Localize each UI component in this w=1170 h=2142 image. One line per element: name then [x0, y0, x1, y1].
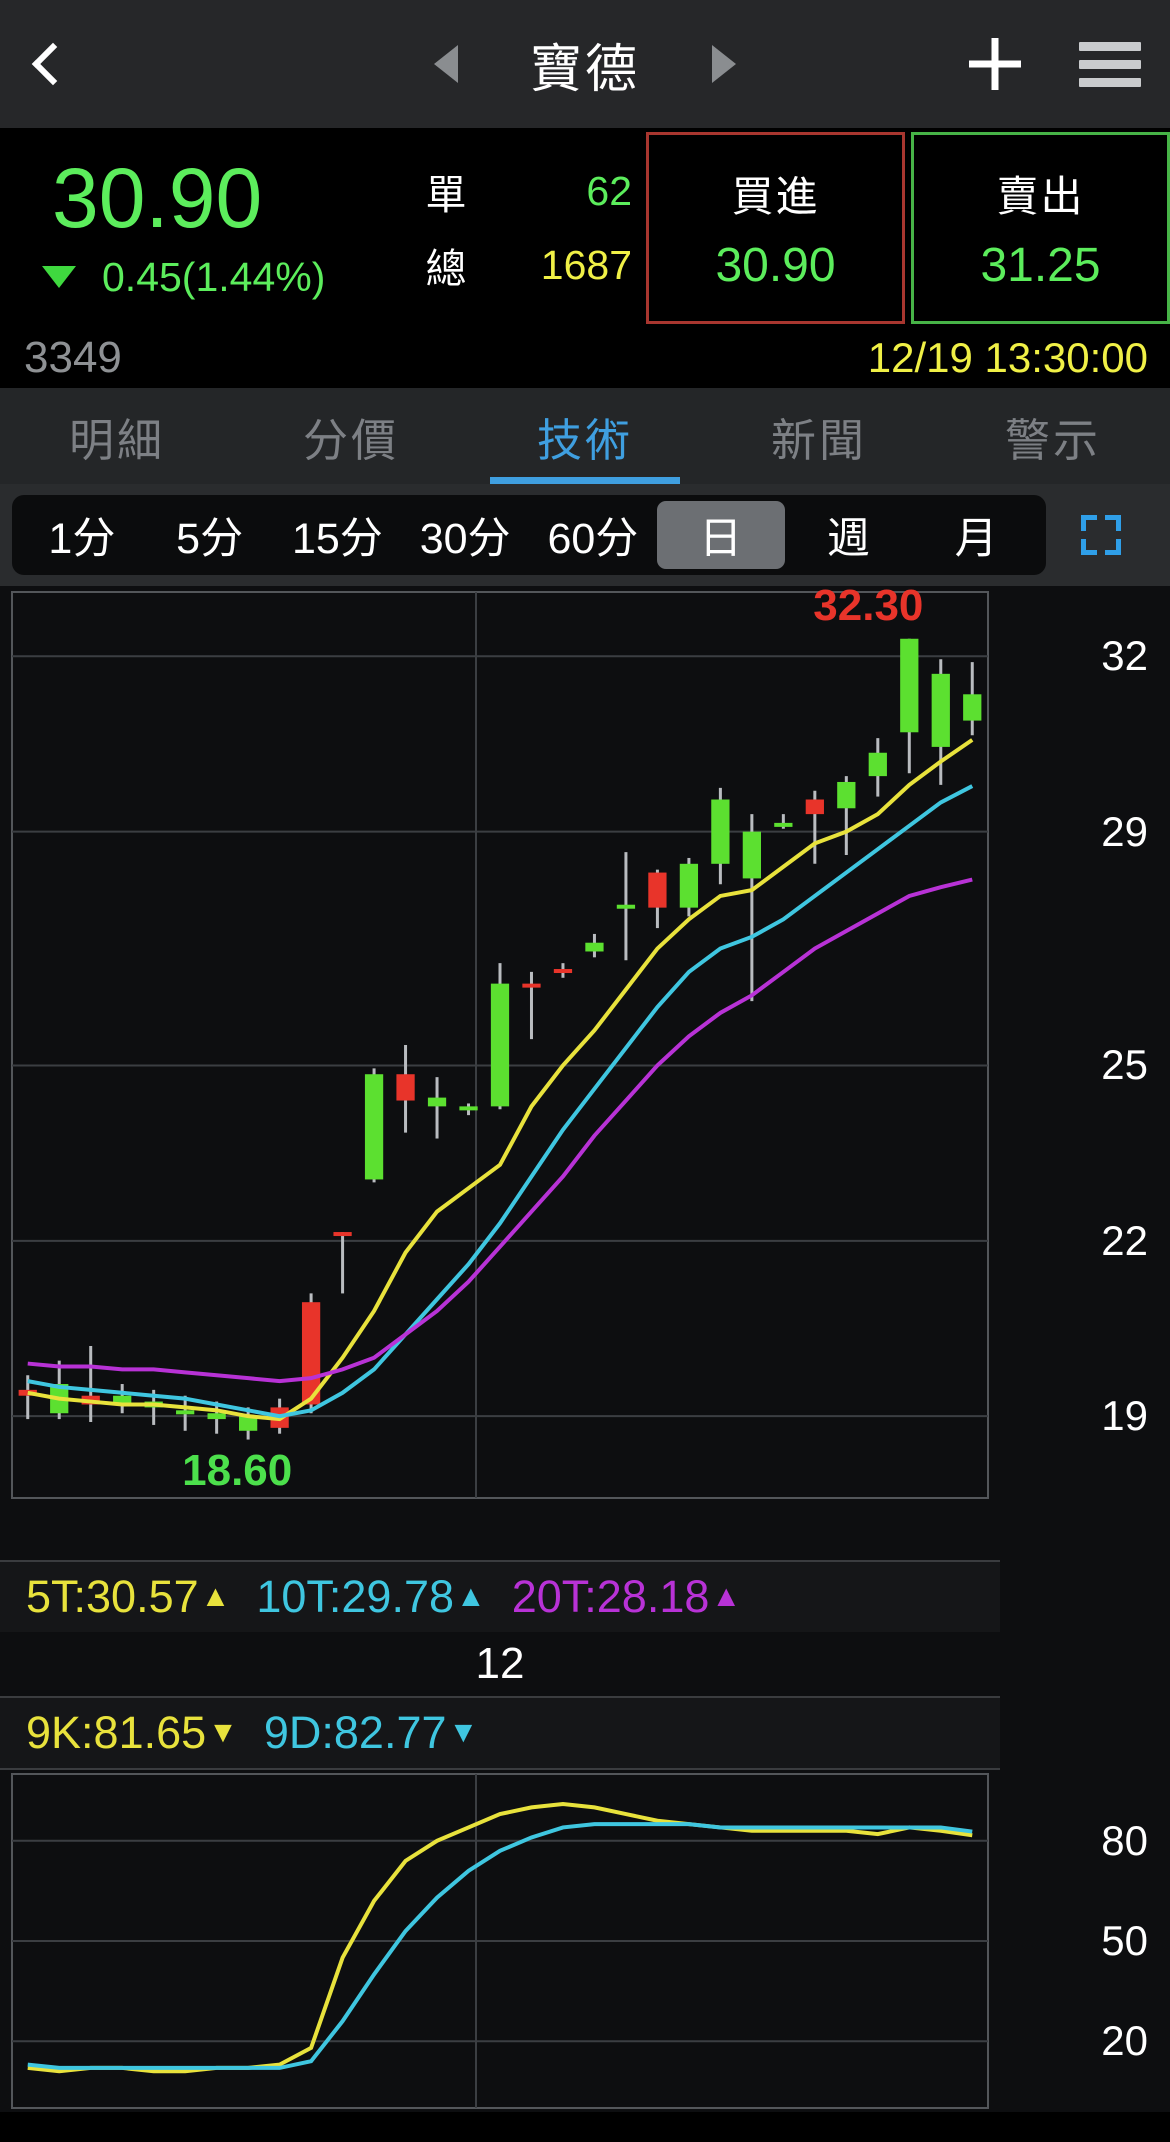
kd-legend: 9K:81.65 ▼ 9D:82.77 ▼ [0, 1696, 1000, 1770]
kd-tick-2: 20 [1101, 2017, 1148, 2065]
kd-tick-0: 80 [1101, 1816, 1148, 1864]
expand-corner [1105, 515, 1121, 531]
ma-trend-up-icon: ▲ [711, 1580, 742, 1613]
timeframe-5[interactable]: 日 [656, 501, 785, 569]
triangle-left-icon[interactable] [433, 45, 458, 83]
quote-panel: 30.90 0.45(1.44%) 單 62 總 1687 買進 30.90 賣… [0, 128, 1170, 328]
ask-price: 31.25 [980, 239, 1101, 292]
plus-icon[interactable] [940, 0, 1050, 128]
hamburger-icon[interactable] [1050, 0, 1170, 128]
total-volume-label: 總 [425, 246, 467, 292]
total-volume-value: 1687 [540, 241, 632, 288]
tab-4[interactable]: 警示 [1004, 414, 1101, 466]
moving-average-legend: 5T:30.57 ▲ 10T:29.78 ▲ 20T:28.18 ▲ [0, 1560, 1000, 1632]
ask-label: 賣出 [996, 173, 1085, 220]
last-price-block: 30.90 0.45(1.44%) [0, 128, 400, 328]
volume-block: 單 62 總 1687 [400, 128, 640, 328]
chevron-left-icon [31, 42, 75, 86]
candlestick-plot[interactable]: 32.30 18.60 [0, 581, 1000, 1596]
tab-bar: 明細 分價 技術 新聞 警示 [0, 388, 1170, 484]
tab-0[interactable]: 明細 [68, 414, 165, 466]
total-volume-row: 總 1687 [400, 228, 640, 302]
timeframe-4[interactable]: 60分 [547, 515, 639, 563]
bid-price: 30.90 [715, 239, 836, 292]
candlestick-svg [11, 591, 989, 1499]
ma-legend-label: 10T:29.78 [256, 1571, 455, 1622]
price-tick-2: 25 [1101, 1041, 1148, 1089]
timeframe-bar: 1分 5分 15分 30分 60分日週 月 [0, 484, 1170, 586]
fullscreen-expand-icon[interactable] [1046, 490, 1156, 580]
price-tick-4: 19 [1101, 1392, 1148, 1440]
expand-glyph [1081, 515, 1121, 555]
price-tick-1: 29 [1101, 807, 1148, 855]
hamburger-bar [1079, 77, 1141, 87]
kd-svg [11, 1773, 989, 2109]
timeframe-group: 1分 5分 15分 30分 60分日週 月 [12, 495, 1046, 575]
kd-legend-label: 9D:82.77 [263, 1707, 447, 1758]
ma-legend-20T: 20T:28.18 ▲ [512, 1571, 741, 1623]
price-tick-0: 32 [1101, 632, 1148, 680]
last-price: 30.90 [52, 150, 263, 245]
price-y-axis: 32 29 25 22 19 [1000, 586, 1170, 1596]
timeframe-0[interactable]: 1分 [48, 515, 116, 563]
header-actions [940, 0, 1170, 128]
chart-x-axis-label: 12 [475, 1639, 525, 1688]
single-volume-value: 62 [586, 167, 632, 214]
chart-high-label: 32.30 [813, 580, 924, 630]
kd-trend-down-icon: ▼ [208, 1716, 238, 1749]
price-change-row: 0.45(1.44%) [34, 254, 400, 301]
ma-trend-up-icon: ▲ [200, 1580, 231, 1613]
bid-label: 買進 [731, 173, 820, 220]
ask-button[interactable]: 賣出 31.25 [911, 132, 1170, 324]
ma-legend-5T: 5T:30.57 ▲ [26, 1571, 230, 1623]
kd-y-axis: 80 50 20 [1000, 1770, 1170, 2112]
kd-legend-9D: 9D:82.77 ▼ [264, 1707, 478, 1759]
expand-corner [1081, 539, 1097, 555]
app-header: 寶德 [0, 0, 1170, 128]
timeframe-6[interactable]: 週 [826, 515, 870, 563]
timeframe-3[interactable]: 30分 [419, 515, 511, 563]
expand-corner [1081, 515, 1097, 531]
timeframe-7[interactable]: 月 [954, 515, 998, 563]
ma-trend-up-icon: ▲ [456, 1580, 486, 1613]
page-title: 寶德 [529, 40, 640, 99]
kd-tick-1: 50 [1101, 1917, 1148, 1964]
expand-corner [1105, 539, 1121, 555]
hamburger-bar [1079, 41, 1141, 51]
kd-legend-9K: 9K:81.65 ▼ [26, 1707, 238, 1759]
tab-3[interactable]: 新聞 [770, 414, 867, 466]
timeframe-1[interactable]: 5分 [176, 515, 244, 563]
back-button[interactable] [0, 0, 96, 128]
code-time-row: 3349 12/19 13:30:00 [0, 328, 1170, 388]
single-volume-row: 單 62 [400, 154, 640, 228]
timeframe-2[interactable]: 15分 [291, 515, 383, 563]
stock-code: 3349 [24, 333, 122, 382]
single-volume-label: 單 [425, 172, 467, 218]
kd-legend-label: 9K:81.65 [26, 1707, 207, 1758]
header-center: 寶德 [300, 0, 870, 128]
triangle-down-icon [42, 266, 76, 288]
bid-button[interactable]: 買進 30.90 [646, 132, 905, 324]
kd-indicator-area[interactable]: 12 9K:81.65 ▼ 9D:82.77 ▼ 80 50 20 [0, 1632, 1170, 2112]
kd-plot[interactable] [0, 1770, 1000, 2112]
price-change: 0.45(1.44%) [102, 253, 326, 300]
price-tick-3: 22 [1101, 1216, 1148, 1264]
tab-1[interactable]: 分價 [302, 414, 399, 466]
ma-legend-label: 20T:28.18 [511, 1571, 710, 1622]
hamburger-bar [1079, 59, 1141, 69]
price-chart-area[interactable]: 32.30 18.60 32 29 25 22 19 5T:30.57 ▲ 10T:29.7… [0, 581, 1170, 1632]
quote-timestamp: 12/19 13:30:00 [867, 334, 1148, 381]
kd-trend-down-icon: ▼ [448, 1716, 479, 1749]
chart-low-label: 18.60 [182, 1445, 293, 1495]
ma-legend-label: 5T:30.57 [26, 1571, 199, 1622]
triangle-right-icon[interactable] [712, 45, 736, 83]
tab-2[interactable]: 技術 [468, 388, 702, 484]
ma-legend-10T: 10T:29.78 ▲ [256, 1571, 485, 1623]
